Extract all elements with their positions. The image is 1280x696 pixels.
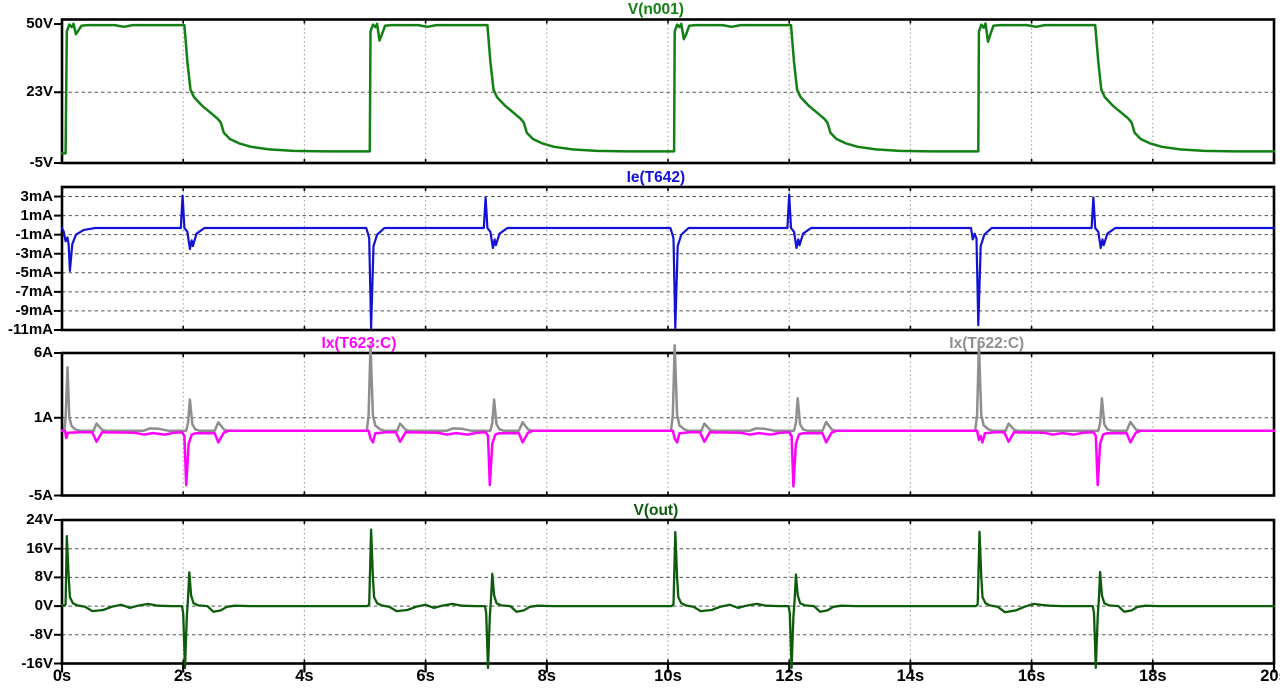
y-axis-label: -1mA [15, 225, 53, 243]
y-axis-label: -3mA [15, 244, 53, 262]
trace-ix-t622-c- [60, 343, 1276, 432]
x-axis-label: 10s [654, 667, 682, 685]
y-axis-label: 6A [33, 344, 53, 361]
pane3-title-ix-t622c[interactable]: Ix(T622:C) [949, 335, 1025, 352]
y-axis-label: -7mA [15, 282, 53, 300]
x-axis-label: 0s [52, 667, 72, 685]
y-axis-label: 1A [33, 408, 53, 426]
x-axis-label: 8s [537, 667, 556, 685]
x-axis-label: 20s [1260, 667, 1280, 685]
x-axis-label: 18s [1139, 667, 1167, 685]
y-axis-label: -8V [29, 625, 53, 643]
pane1-title-vn001[interactable]: V(n001) [627, 1, 684, 18]
y-axis-label: 24V [26, 511, 53, 528]
trace-v-out- [60, 528, 1276, 669]
y-axis-label: -5V [29, 154, 53, 171]
y-axis-label: 3mA [20, 187, 53, 205]
x-axis-label: 12s [775, 667, 803, 685]
pane3-title-ix-t623c[interactable]: Ix(T623:C) [321, 335, 397, 352]
y-axis-label: -9mA [15, 301, 53, 319]
trace-v-n001- [60, 22, 1276, 155]
trace-ix-t623-c- [60, 429, 1276, 488]
y-axis-label: 0V [34, 597, 53, 615]
x-axis-label: 2s [174, 667, 193, 685]
x-axis-label: 16s [1017, 667, 1046, 685]
y-axis-label: -5mA [15, 263, 53, 281]
x-axis-label: 4s [295, 667, 314, 685]
x-axis-label: 14s [896, 667, 925, 685]
y-axis-label: 23V [26, 83, 53, 101]
y-axis-label: 16V [26, 539, 53, 557]
x-axis-label: 6s [416, 667, 435, 685]
pane4-title-vout[interactable]: V(out) [633, 502, 679, 519]
y-axis-label: 1mA [20, 206, 53, 224]
y-axis-label: -11mA [7, 321, 53, 338]
y-axis-label: 8V [34, 568, 53, 586]
y-axis-label: -5A [28, 486, 53, 504]
y-axis-label: -16V [21, 654, 53, 672]
trace-ie-t642- [60, 193, 1276, 330]
y-axis-label: 50V [26, 15, 53, 33]
pane2-title-ie-t642[interactable]: Ie(T642) [626, 169, 686, 186]
